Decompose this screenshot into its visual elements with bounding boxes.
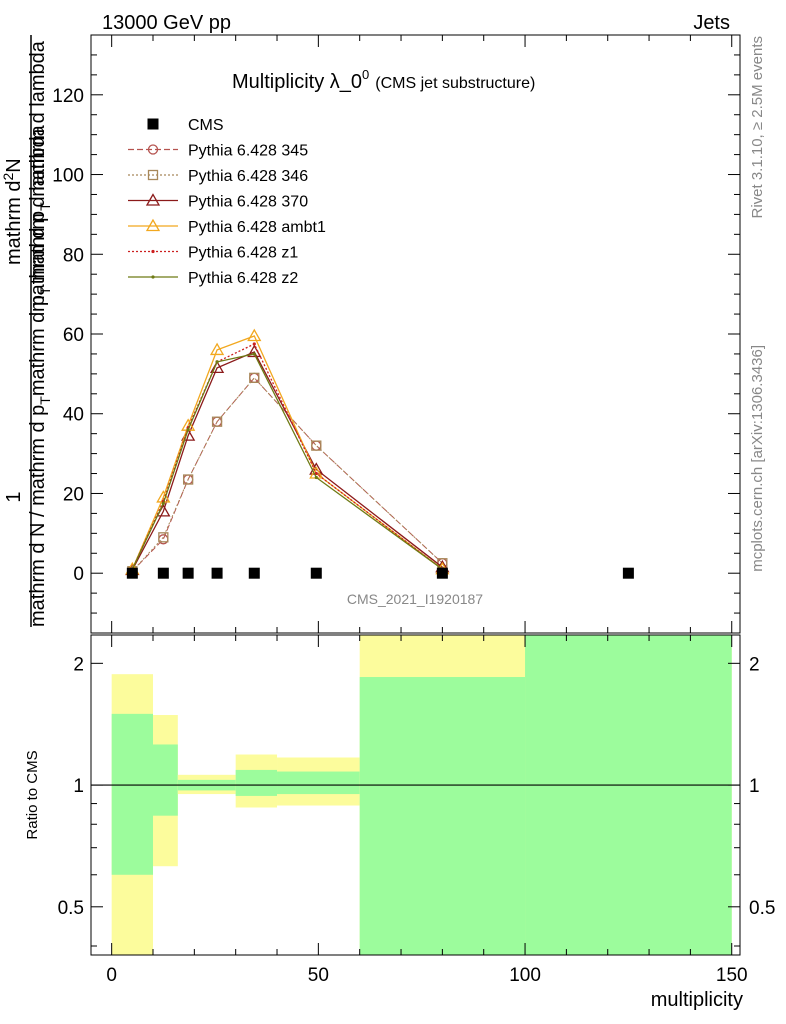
- ratio-ytick-label-right-1: 1: [749, 776, 760, 797]
- main-ylabel: 1 mathrm d N / mathrm d pTmathrm d pT ma…: [0, 35, 53, 627]
- ratio-band-inner-0: [111, 713, 154, 875]
- legend-marker-4: [145, 218, 161, 232]
- legend-marker-1: [147, 144, 159, 155]
- ratio-ytick-label-left-1: 1: [73, 776, 84, 797]
- legend-label-1: Pythia 6.428 345: [188, 143, 308, 160]
- main-ytick-label-120: 120: [52, 86, 84, 107]
- series-line-6: [131, 353, 443, 570]
- series-layer: [125, 328, 634, 579]
- series-0-point-7: [622, 567, 634, 579]
- legend-label-2: Pythia 6.428 346: [188, 168, 308, 185]
- ratio-bands: [91, 635, 740, 955]
- energy-label: 13000 GeV pp: [102, 12, 231, 34]
- series-5-point-4: [252, 342, 256, 346]
- legend-marker-3: [145, 193, 161, 206]
- series-0-point-3: [211, 567, 223, 579]
- legend-label-0: CMS: [188, 117, 224, 134]
- ratio-ytick-label-left-0.5: 0.5: [58, 898, 84, 919]
- axis-ticks: 0 20 40 60 80 100 120 0 50 100 150 0.5 0.5 1 1 2 2: [52, 35, 775, 986]
- series-6-point-3: [215, 360, 219, 364]
- legend-label-3: Pythia 6.428 370: [188, 194, 308, 211]
- series-1-point-5: [311, 440, 322, 451]
- series-3: [125, 344, 450, 576]
- ylabel-den: mathrm d N / mathrm d pTmathrm d pT math…: [27, 124, 53, 627]
- title-superscript: 0: [362, 67, 369, 82]
- series-6: [130, 352, 444, 571]
- x-axis-label: multiplicity: [651, 989, 743, 1011]
- plot-title: Multiplicity λ_00 (CMS jet substructure): [232, 67, 535, 93]
- legend-marker-5: [151, 249, 155, 254]
- ylabel-one: 1: [3, 491, 25, 502]
- legend-item-6: Pythia 6.428 z2: [128, 270, 298, 287]
- series-2-point-2: [182, 474, 194, 485]
- series-4: [125, 328, 450, 575]
- series-line-2: [131, 377, 443, 572]
- ratio-band-inner-1: [153, 744, 178, 816]
- main-ytick-label-60: 60: [63, 325, 84, 346]
- main-ytick-label-100: 100: [52, 166, 84, 187]
- ylabel-num: mathrm d2N: [0, 158, 25, 265]
- title-subtitle: (CMS jet substructure): [375, 75, 535, 92]
- series-4-point-3: [209, 342, 225, 356]
- main-ytick-label-80: 80: [63, 245, 84, 266]
- ratio-ytick-label-right-2: 2: [749, 654, 760, 675]
- ylabel-num-den: mathrm d pT mathrm d lambda: [27, 40, 53, 312]
- ratio-ytick-label-right-0.5: 0.5: [749, 898, 775, 919]
- series-2-point-5: [311, 440, 322, 451]
- series-6-point-2: [186, 428, 190, 432]
- series-line-3: [131, 351, 443, 571]
- series-0-point-5: [310, 567, 322, 579]
- legend-item-0: CMS: [147, 117, 224, 134]
- legend-item-1: Pythia 6.428 345: [128, 143, 308, 160]
- legend-marker-2: [147, 169, 159, 181]
- legend-label-6: Pythia 6.428 z2: [188, 270, 298, 287]
- series-0-point-4: [248, 567, 260, 579]
- legend-label-4: Pythia 6.428 ambt1: [188, 219, 326, 236]
- mcplots-label: mcplots.cern.ch [arXiv:1306.3436]: [749, 345, 766, 572]
- series-0-point-0: [126, 567, 138, 579]
- series-0-point-6: [436, 567, 448, 579]
- series-4-point-4: [247, 328, 262, 342]
- ratio-band-inner-3: [235, 769, 278, 796]
- legend-item-5: Pythia 6.428 z1: [128, 245, 298, 262]
- xtick-label-50: 50: [308, 965, 329, 986]
- series-3-point-3: [209, 360, 225, 374]
- process-label: Jets: [693, 12, 730, 34]
- xtick-label-150: 150: [716, 965, 748, 986]
- series-2-point-3: [211, 416, 223, 427]
- series-0: [126, 567, 634, 579]
- title-main: Multiplicity λ_0: [232, 71, 362, 93]
- xtick-label-100: 100: [509, 965, 541, 986]
- series-6-point-4: [252, 352, 256, 356]
- ratio-frame: [90, 634, 741, 956]
- main-ytick-label-0: 0: [73, 564, 84, 585]
- series-0-point-1: [157, 567, 169, 579]
- legend-marker-0: [147, 118, 159, 130]
- series-6-point-1: [161, 501, 165, 506]
- legend-item-3: Pythia 6.428 370: [128, 193, 308, 211]
- legend-item-2: Pythia 6.428 346: [128, 168, 308, 185]
- ratio-band-inner-4: [277, 771, 360, 795]
- analysis-id: CMS_2021_I1920187: [347, 591, 483, 607]
- series-6-point-5: [314, 475, 318, 480]
- series-1-point-4: [249, 372, 260, 384]
- legend-label-5: Pythia 6.428 z1: [188, 245, 298, 262]
- series-0-point-2: [182, 567, 194, 579]
- ratio-band-inner-6: [525, 635, 732, 955]
- xtick-label-0: 0: [106, 965, 117, 986]
- main-ytick-label-20: 20: [63, 484, 84, 505]
- series-2-point-4: [249, 372, 260, 384]
- ratio-ylabel: Ratio to CMS: [24, 750, 41, 839]
- series-2-point-1: [158, 532, 169, 543]
- series-5-point-5: [314, 471, 318, 476]
- ratio-band-inner-5: [359, 677, 526, 955]
- legend-item-4: Pythia 6.428 ambt1: [128, 218, 326, 236]
- ratio-ytick-label-left-2: 2: [73, 654, 84, 675]
- legend-marker-6: [151, 275, 155, 279]
- series-line-1: [131, 377, 443, 572]
- legend: CMS Pythia 6.428 345 Pythia 6.428 346 Pythi…: [128, 117, 326, 287]
- rivet-label: Rivet 3.1.10, ≥ 2.5M events: [749, 36, 766, 219]
- main-ytick-label-40: 40: [63, 405, 84, 426]
